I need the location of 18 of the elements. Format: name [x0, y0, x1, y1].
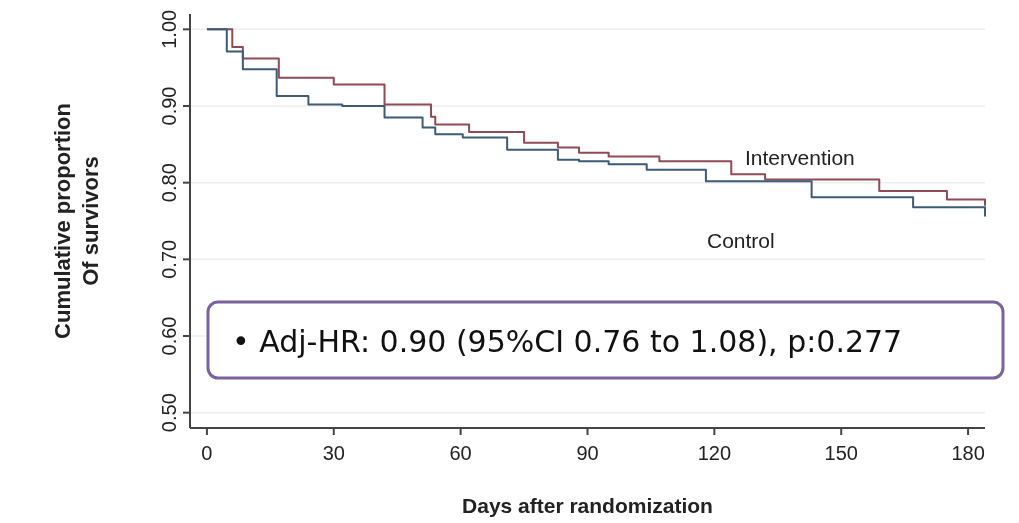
y-axis-title: Cumulative proportion Of survivors	[50, 103, 103, 339]
x-tick-label: 90	[576, 442, 599, 464]
x-tick-label: 30	[322, 442, 345, 464]
x-axis-title: Days after randomization	[462, 494, 713, 517]
series-label: Intervention	[745, 145, 855, 169]
x-tick-label: 180	[951, 442, 985, 464]
y-tick-label: 0.50	[158, 393, 180, 433]
text: Control	[707, 229, 775, 253]
y-tick-label: 0.60	[158, 316, 180, 356]
y-tick-label: 0.90	[158, 86, 180, 126]
y-tick-label: 0.80	[158, 163, 180, 203]
x-tick-label: 60	[449, 442, 472, 464]
y-tick-label: 0.70	[158, 239, 180, 279]
annotation: • Adj-HR: 0.90 (95%CI 0.76 to 1.08), p:0.277	[232, 324, 903, 359]
y-tick-label: 1.00	[158, 9, 180, 49]
x-tick-label: 120	[697, 442, 732, 464]
x-tick-label: 0	[201, 442, 213, 464]
x-tick-label: 150	[824, 442, 858, 464]
